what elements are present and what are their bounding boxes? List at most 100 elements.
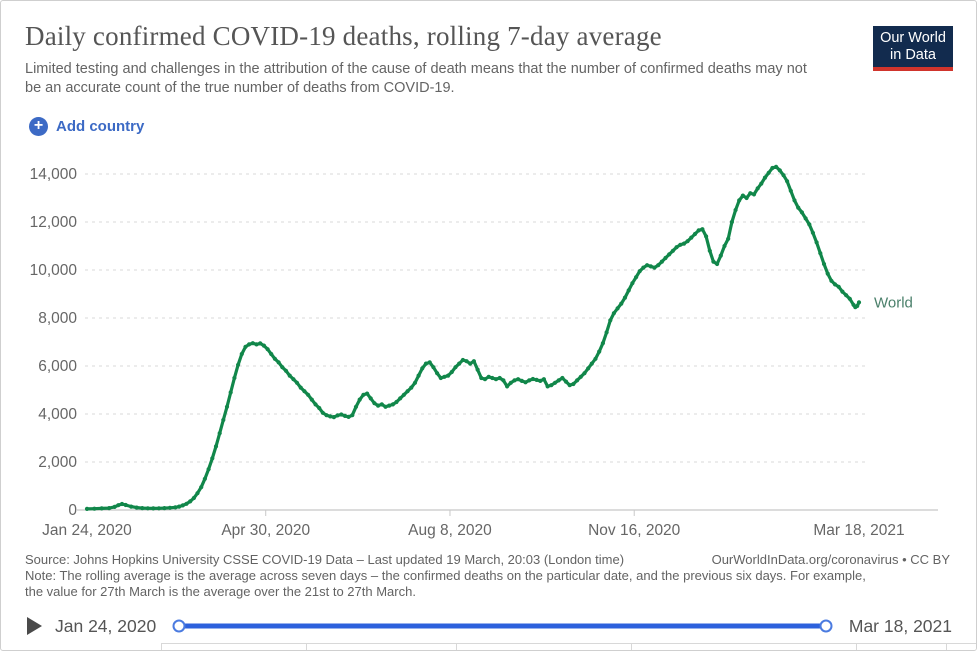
data-point [490, 375, 495, 381]
data-point [365, 391, 370, 396]
data-point [376, 403, 381, 408]
timeline-slider[interactable] [172, 616, 833, 636]
data-point [84, 506, 90, 511]
data-point [589, 361, 594, 366]
data-point [398, 396, 403, 401]
data-point [353, 404, 359, 409]
data-point [740, 193, 746, 198]
data-point [803, 216, 808, 221]
table-preview-cell [162, 644, 307, 650]
data-point [748, 191, 753, 196]
timeline-track[interactable] [179, 623, 826, 629]
data-point [258, 341, 263, 346]
data-point [744, 195, 749, 201]
data-point [250, 341, 255, 346]
data-point [116, 503, 121, 508]
owid-logo[interactable]: Our World in Data [873, 26, 953, 71]
data-point [482, 377, 488, 382]
data-point [844, 293, 849, 298]
data-point [818, 251, 823, 256]
data-point [438, 375, 443, 381]
data-point [733, 207, 738, 213]
x-axis-tick-label: Apr 30, 2020 [221, 522, 310, 539]
x-axis-tick-label: Jan 24, 2020 [42, 522, 132, 539]
data-point [302, 389, 307, 394]
data-point [549, 383, 554, 388]
y-axis-tick-label: 12,000 [30, 214, 78, 231]
data-point [156, 506, 161, 511]
data-point [213, 444, 219, 449]
data-point [538, 378, 543, 383]
entity-label-world: World [874, 294, 913, 311]
data-point [449, 369, 454, 375]
data-point [814, 240, 819, 245]
data-point [571, 381, 576, 387]
data-point [221, 417, 226, 423]
data-point [199, 485, 204, 490]
data-point [718, 253, 723, 258]
y-axis-tick-label: 4,000 [38, 406, 77, 423]
data-point [446, 373, 451, 378]
data-point [663, 255, 668, 261]
data-point [228, 390, 233, 395]
data-point [648, 264, 653, 269]
data-point [134, 505, 139, 510]
world-series[interactable] [84, 164, 862, 511]
data-point [435, 371, 440, 376]
data-point [556, 378, 561, 383]
data-point [630, 281, 635, 286]
data-point [453, 365, 458, 370]
data-point [840, 289, 845, 294]
data-point [696, 228, 701, 233]
data-point [832, 282, 838, 287]
x-axis-tick-label: Mar 18, 2021 [813, 522, 904, 539]
data-point [331, 415, 336, 420]
data-point [342, 413, 347, 418]
data-point [527, 378, 532, 383]
timeline-start-handle[interactable] [172, 619, 186, 633]
world-line[interactable] [85, 165, 861, 511]
chart-canvas[interactable]: 0 2,000 4,000 6,000 8,000 10,000 12,000 14,000 J… [1, 131, 977, 543]
data-point [254, 342, 259, 347]
data-point [729, 219, 735, 225]
data-point [460, 357, 465, 363]
data-point [269, 351, 274, 357]
data-point [471, 359, 476, 364]
data-point [726, 236, 731, 241]
data-point [306, 392, 311, 397]
data-point [232, 375, 237, 381]
add-country-button[interactable]: + Add country [29, 115, 144, 137]
data-point [855, 303, 860, 309]
source-text: Source: Johns Hopkins University CSSE CO… [25, 552, 625, 567]
data-point [383, 404, 388, 409]
data-point [681, 241, 687, 246]
timeline-end-date: Mar 18, 2021 [848, 615, 952, 636]
data-point [707, 248, 712, 253]
data-point [670, 248, 676, 253]
data-point [689, 235, 694, 240]
attribution-text: OurWorldInData.org/coronavirus • CC BY [711, 552, 950, 567]
data-point [309, 397, 314, 402]
owid-logo-line2: in Data [890, 47, 936, 63]
data-point [766, 170, 771, 175]
data-point [493, 377, 499, 382]
data-point [276, 360, 281, 365]
add-country-label: Add country [56, 117, 145, 135]
timeline-end-handle[interactable] [819, 619, 833, 633]
data-point [140, 506, 145, 511]
data-point [755, 186, 760, 191]
data-point [479, 375, 484, 381]
data-point [409, 385, 414, 390]
y-axis-tick-label: 6,000 [38, 358, 77, 375]
data-point [645, 263, 650, 268]
data-point [224, 404, 230, 409]
data-point [600, 341, 606, 346]
data-point [777, 168, 782, 173]
data-point [541, 377, 547, 382]
data-point [578, 374, 583, 379]
data-point [586, 366, 591, 371]
data-point [92, 506, 97, 511]
data-point [416, 373, 421, 378]
data-point [184, 501, 189, 506]
play-icon[interactable] [27, 617, 42, 635]
